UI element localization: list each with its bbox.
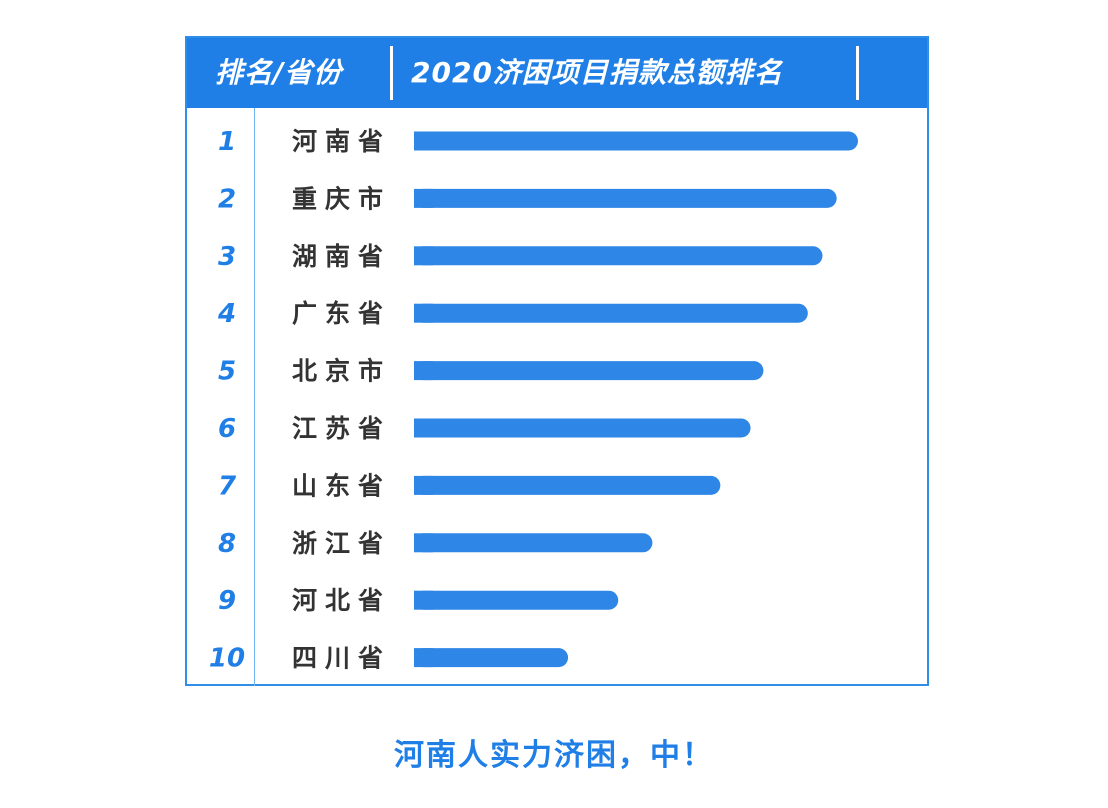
province-label: 河北省 [292,586,391,615]
bar-left-edge [414,648,433,668]
rank-label: 8 [218,529,236,559]
bar [414,533,653,553]
bar-left-edge [414,303,433,323]
bar [414,475,721,495]
bar-left-edge [414,131,433,151]
bar [414,418,751,438]
bar [414,246,823,266]
bar-left-edge [414,361,433,381]
bar-left-edge [414,590,433,610]
bar [414,303,808,323]
bar [414,188,837,208]
province-label: 重庆市 [292,184,391,213]
rank-label: 3 [218,242,236,272]
rank-label: 5 [218,357,236,387]
province-label: 江苏省 [292,414,391,443]
chart-header: 排名/省份 2020济困项目捐款总额排名 [187,38,927,108]
bar-left-edge [414,246,433,266]
bar [414,648,569,668]
province-label: 湖南省 [292,242,391,271]
province-label: 广东省 [292,299,391,328]
bar-left-edge [414,188,433,208]
province-label: 四川省 [292,644,391,673]
rank-column-divider [254,108,255,686]
rank-label: 7 [218,471,237,501]
province-label: 浙江省 [292,529,391,558]
bar-left-edge [414,533,433,553]
rank-label: 10 [209,644,245,674]
header-divider [856,46,859,100]
bar-left-edge [414,475,433,495]
province-label: 河南省 [292,127,391,156]
rank-label: 6 [218,414,236,444]
province-label: 山东省 [292,471,391,500]
caption-slogan: 河南人实力济困，中！ [394,738,714,773]
rank-label: 4 [217,299,236,329]
rank-label: 1 [218,127,236,157]
rank-label: 9 [218,586,236,616]
bar-left-edge [414,418,433,438]
rank-label: 2 [218,184,236,214]
province-label: 北京市 [292,357,391,386]
bar [414,131,858,151]
chart-title: 2020济困项目捐款总额排名 [411,56,783,89]
bar [414,590,619,610]
bar [414,361,764,381]
header-rank-province-label: 排名/省份 [215,56,343,89]
header-divider [390,46,393,100]
